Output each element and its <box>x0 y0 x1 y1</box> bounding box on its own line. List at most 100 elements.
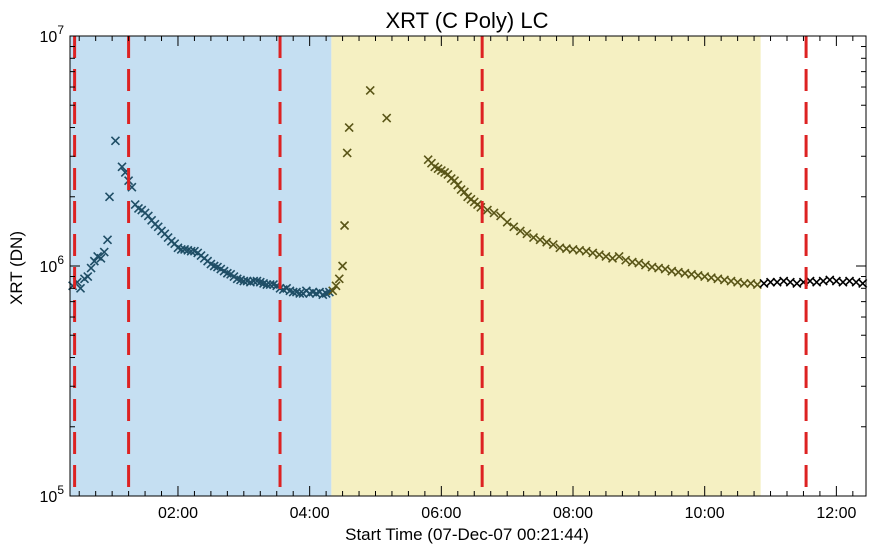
data-point-stroke <box>581 246 591 256</box>
data-point <box>365 85 375 95</box>
data-point <box>739 278 749 288</box>
data-point <box>515 226 525 236</box>
data-point-stroke <box>75 283 86 293</box>
data-point <box>83 271 93 282</box>
data-point <box>621 255 631 265</box>
data-point-stroke <box>295 288 305 298</box>
data-point-stroke <box>186 246 196 256</box>
data-point <box>634 258 644 268</box>
data-point-stroke <box>453 180 463 190</box>
data-point <box>535 235 545 245</box>
data-point-stroke <box>489 208 499 218</box>
data-point-stroke <box>89 256 99 266</box>
chart-title: XRT (C Poly) LC <box>385 8 548 33</box>
data-point-stroke <box>446 173 456 184</box>
data-point-stroke <box>502 217 512 227</box>
data-point-stroke <box>509 222 519 232</box>
data-point-stroke <box>268 280 279 290</box>
shaded-interval <box>331 36 761 496</box>
axes-frame: 02:00 04:00 06:00 08:00 10:00 12:00 105 106 107 <box>40 23 867 522</box>
data-point <box>338 261 348 271</box>
data-point <box>342 148 352 158</box>
data-point-stroke <box>93 251 103 262</box>
data-point-stroke <box>104 192 115 202</box>
data-point <box>522 229 532 239</box>
data-point-stroke <box>528 232 539 243</box>
data-point-stroke <box>614 251 624 262</box>
x-axis-label: Start Time (07-Dec-07 00:21:44) <box>345 525 589 544</box>
data-point-stroke <box>342 148 352 158</box>
x-tick-label: 04:00 <box>290 505 330 522</box>
data-point <box>295 288 305 298</box>
data-point-stroke <box>334 274 344 284</box>
data-point <box>858 278 868 288</box>
data-point-stroke <box>252 276 262 286</box>
data-point-stroke <box>219 266 229 276</box>
data-point-stroke <box>772 277 782 287</box>
data-point-stroke <box>433 164 443 174</box>
data-point <box>328 286 338 296</box>
x-tick-label: 02:00 <box>158 505 198 522</box>
data-point-stroke <box>838 277 848 287</box>
data-point-stroke <box>640 260 651 270</box>
data-point-stroke <box>382 113 392 123</box>
data-point-stroke <box>759 278 769 288</box>
data-point <box>96 253 106 263</box>
data-point-stroke <box>328 286 338 296</box>
data-point <box>75 283 86 293</box>
data-point <box>509 222 519 232</box>
data-point <box>186 246 196 256</box>
data-point-stroke <box>430 162 440 172</box>
data-point-stroke <box>515 226 525 236</box>
data-point-stroke <box>308 287 318 297</box>
y-tick-label: 105 <box>40 483 65 506</box>
y-axis-label: XRT (DN) <box>7 231 26 305</box>
y-tick-label: 106 <box>40 253 65 276</box>
data-point <box>453 180 463 190</box>
data-point <box>594 250 604 260</box>
data-point <box>339 220 350 231</box>
data-point <box>459 187 469 197</box>
y-tick-label: 107 <box>40 23 65 46</box>
data-point <box>640 260 651 270</box>
data-point-stroke <box>83 271 93 282</box>
x-tick-label: 06:00 <box>421 505 461 522</box>
data-point-stroke <box>189 246 200 256</box>
data-point-stroke <box>535 235 545 245</box>
data-point <box>660 264 670 274</box>
data-point-stroke <box>179 244 190 255</box>
data-point-stroke <box>206 259 216 269</box>
data-point-stroke <box>216 264 226 274</box>
data-point <box>262 280 272 290</box>
x-tick-label: 08:00 <box>553 505 593 522</box>
data-point-stroke <box>117 162 127 172</box>
data-point-stroke <box>812 277 822 287</box>
data-point <box>110 136 120 146</box>
data-point-stroke <box>588 248 598 258</box>
data-point-stroke <box>522 229 532 239</box>
data-point <box>331 281 341 291</box>
data-point <box>489 208 499 218</box>
data-point-stroke <box>255 277 265 287</box>
data-point <box>179 244 190 255</box>
data-point-stroke <box>621 255 631 265</box>
data-point-stroke <box>262 280 272 290</box>
data-point <box>548 239 558 250</box>
data-point-stroke <box>331 281 341 291</box>
data-point-stroke <box>440 167 450 178</box>
data-point-stroke <box>212 262 223 272</box>
data-point <box>104 192 115 202</box>
data-point-stroke <box>858 278 868 288</box>
data-point <box>117 162 127 172</box>
data-point-stroke <box>436 165 446 176</box>
data-point-stroke <box>548 239 558 250</box>
data-point-stroke <box>338 261 348 271</box>
data-point <box>614 251 624 262</box>
data-point-stroke <box>634 258 644 268</box>
data-point-stroke <box>344 122 354 133</box>
data-point <box>89 256 99 266</box>
data-point <box>344 122 354 133</box>
data-point <box>102 235 113 245</box>
data-point-stroke <box>102 235 113 245</box>
data-point-stroke <box>339 220 350 231</box>
